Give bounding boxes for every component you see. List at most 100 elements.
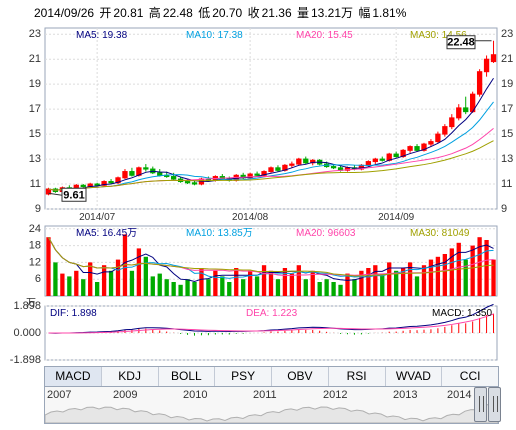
volume-bar (449, 248, 454, 296)
low-label: 低 (198, 6, 211, 20)
volume-bar (129, 270, 135, 296)
tab-macd[interactable]: MACD (45, 367, 102, 386)
low-marker-label: 9.61 (63, 189, 84, 201)
candle-body (303, 158, 309, 164)
volume-bar (435, 256, 441, 296)
price-tick-label-right: 17 (501, 103, 513, 115)
candle-body (330, 166, 337, 169)
volume-bar (394, 270, 399, 296)
volume-bar (227, 282, 232, 296)
volume-bar (206, 279, 211, 296)
volume-bar (414, 276, 420, 296)
candle-fill (387, 154, 392, 161)
volume-label: 量 (296, 6, 309, 20)
tab-psy[interactable]: PSY (215, 367, 272, 386)
volume-bar (442, 254, 448, 296)
price-ma20-legend: MA20: 15.45 (296, 30, 353, 41)
volume-bar (366, 268, 371, 296)
volume-panel: 6 12 18 24 万 MA5: 16.45万 MA10: 13.85万 MA20: 966… (26, 223, 498, 309)
price-tick-label: 15 (29, 128, 41, 140)
volume-bar (317, 282, 322, 296)
low-value: 20.70 (212, 6, 243, 20)
ma5-line (48, 78, 494, 191)
volume-bar (310, 270, 315, 296)
volume-bar (491, 259, 496, 296)
volume-bar (157, 273, 162, 296)
volume-ma5-legend: MA5: 16.45万 (76, 228, 137, 239)
volume-bar (234, 268, 239, 296)
volume-value: 13.21万 (310, 6, 354, 20)
candle-body (275, 167, 281, 171)
candle-fill (428, 141, 434, 145)
quote-info-bar: 2014/09/26 开 20.81 高 22.48 低 20.70 收 21.36 量… (34, 4, 408, 21)
navigator-year-label: 2010 (183, 389, 208, 401)
volume-bar (108, 270, 114, 296)
volume-bar (359, 270, 364, 296)
tab-rsi[interactable]: RSI (329, 367, 386, 386)
tab-obv[interactable]: OBV (272, 367, 329, 386)
candle-body (157, 172, 163, 176)
tab-wvad[interactable]: WVAD (386, 367, 443, 386)
date-tick-label: 2014/09 (378, 212, 415, 223)
navigator-year-label: 2013 (393, 389, 418, 401)
macd-legend: MACD: 1.350 (432, 308, 492, 319)
price-tick-label-right: 21 (501, 53, 513, 65)
candle-fill (442, 126, 448, 135)
volume-bar (247, 270, 253, 296)
candle-body (379, 158, 385, 161)
volume-bar (282, 268, 288, 296)
volume-bar (338, 284, 343, 296)
navigator-right-handle[interactable] (488, 387, 501, 422)
candle-body (108, 181, 114, 184)
volume-bar (192, 282, 197, 296)
tab-kdj[interactable]: KDJ (102, 367, 159, 386)
price-panel: 9 9 11 11 13 13 15 15 17 17 19 19 21 21 23 23 2014/07 201… (29, 27, 513, 223)
volume-bar (387, 262, 392, 296)
tab-boll[interactable]: BOLL (159, 367, 216, 386)
volume-bar (185, 279, 190, 296)
price-tick-label-right: 15 (501, 128, 513, 140)
volume-bar (400, 268, 406, 296)
volume-bar (74, 270, 79, 296)
navigator-year-label: 2007 (47, 389, 72, 401)
volume-bar (254, 276, 260, 296)
volume-bar (60, 273, 65, 296)
candle-fill (435, 134, 441, 142)
volume-bar (199, 268, 204, 296)
time-navigator[interactable]: 2007 2009 2010 2011 2012 2013 2014 (44, 386, 499, 424)
volume-bar (380, 273, 385, 296)
candle-fill (74, 185, 79, 190)
navigator-left-handle[interactable] (474, 387, 487, 422)
volume-ma10-legend: MA10: 13.85万 (186, 228, 253, 239)
high-value: 22.48 (162, 6, 193, 20)
close-value: 21.36 (261, 6, 292, 20)
price-tick-label-right: 19 (501, 78, 513, 90)
candle-body (143, 167, 149, 170)
volume-bar (345, 273, 350, 296)
high-label: 高 (148, 6, 161, 20)
volume-bar (241, 279, 246, 296)
volume-bar (46, 237, 51, 296)
volume-bar (178, 284, 183, 296)
price-tick-label: 17 (29, 103, 41, 115)
volume-bar (428, 259, 434, 296)
price-tick-label-right: 23 (501, 28, 513, 40)
candle-body (184, 181, 191, 184)
candle-fill (261, 171, 267, 176)
candle-fill (345, 167, 350, 171)
high-marker-label: 22.48 (447, 37, 475, 49)
candle-fill (366, 161, 371, 166)
candle-body (393, 153, 399, 158)
volume-bar (81, 279, 86, 296)
volume-bar (303, 279, 308, 296)
indicator-tab-bar: MACD KDJ BOLL PSY OBV RSI WVAD CCI (44, 366, 499, 387)
price-tick-label-right: 13 (501, 153, 513, 165)
price-ma5-legend: MA5: 19.38 (76, 30, 128, 41)
volume-tick-label: 12 (29, 256, 41, 268)
volume-bar (373, 265, 378, 296)
volume-bar (53, 262, 58, 296)
candle-body (463, 107, 469, 113)
tab-cci[interactable]: CCI (459, 369, 481, 383)
open-value: 20.81 (113, 6, 144, 20)
navigator-year-label: 2014 (447, 389, 472, 401)
